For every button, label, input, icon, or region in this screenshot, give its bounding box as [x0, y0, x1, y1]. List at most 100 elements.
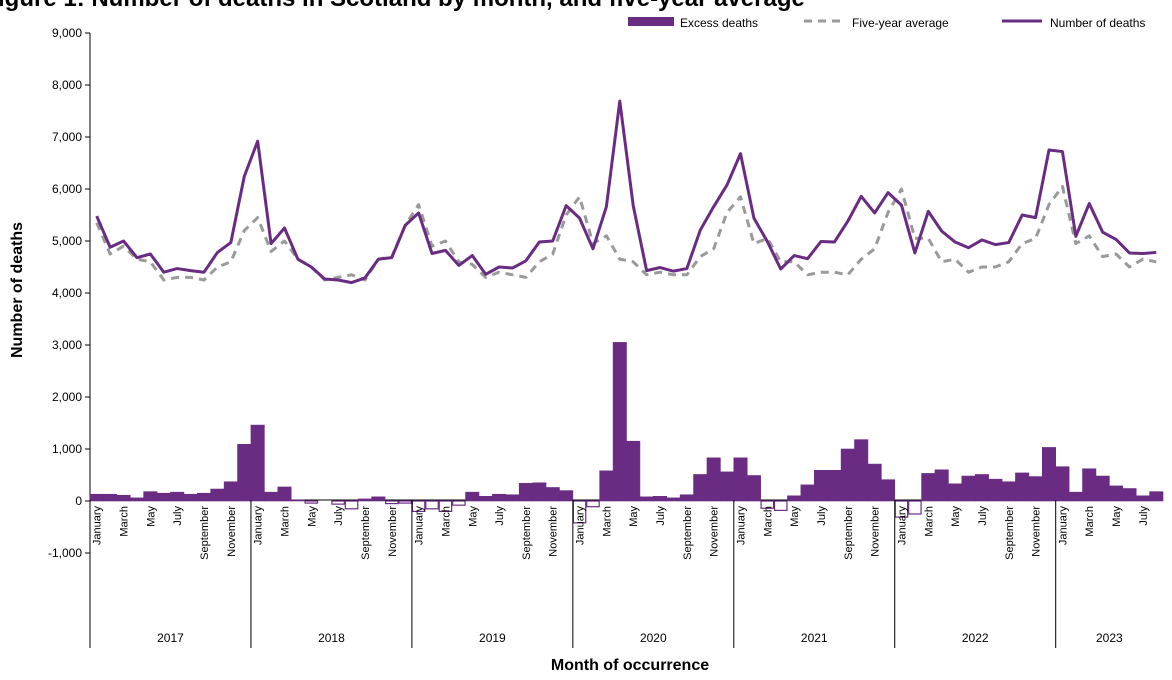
excess-deaths-bar: [156, 492, 171, 502]
excess-deaths-bar: [545, 487, 560, 502]
year-label: 2020: [640, 631, 667, 645]
excess-deaths-bar: [760, 500, 775, 509]
y-tick-label: 1,000: [52, 442, 82, 456]
excess-deaths-bar: [840, 448, 855, 502]
excess-deaths-bar: [129, 497, 144, 502]
month-tick-label: July: [655, 506, 667, 526]
excess-deaths-bar: [653, 496, 668, 502]
excess-deaths-bar: [559, 490, 574, 502]
excess-deaths-bar: [344, 500, 359, 510]
legend-label-number-of-deaths: Number of deaths: [1050, 16, 1145, 30]
y-axis-title: Number of deaths: [9, 222, 26, 358]
excess-deaths-bar: [143, 491, 158, 502]
excess-deaths-bar: [465, 491, 480, 502]
month-tick-label: September: [199, 506, 211, 560]
excess-deaths-bar: [1109, 485, 1124, 502]
excess-deaths-bar: [478, 496, 493, 502]
month-tick-label: May: [1111, 506, 1123, 527]
excess-deaths-bar: [103, 493, 118, 502]
month-tick-label: May: [789, 506, 801, 527]
y-tick-label: 6,000: [52, 182, 82, 196]
y-tick-label: 9,000: [52, 26, 82, 40]
month-tick-label: March: [440, 506, 452, 537]
month-tick-label: January: [575, 506, 587, 546]
month-tick-label: November: [870, 506, 882, 557]
month-tick-label: March: [1084, 506, 1096, 537]
year-label: 2018: [318, 631, 345, 645]
excess-deaths-bar: [116, 494, 131, 502]
excess-deaths-bar: [223, 481, 238, 502]
excess-deaths-bar: [908, 500, 922, 515]
excess-deaths-bar: [438, 500, 453, 512]
excess-deaths-bar: [452, 500, 466, 506]
series-lines: [95, 99, 1157, 285]
number-of-deaths-line: [95, 99, 1157, 285]
month-tick-label: November: [387, 506, 399, 557]
month-tick-label: September: [1004, 506, 1016, 560]
excess-deaths-bar: [921, 473, 936, 502]
excess-deaths-bar: [518, 483, 533, 502]
y-tick-label: -1,000: [48, 546, 82, 560]
excess-deaths-bar: [733, 457, 748, 502]
month-tick-label: January: [92, 506, 104, 546]
excess-deaths-bars: [89, 342, 1164, 524]
month-tick-label: November: [1031, 506, 1043, 557]
excess-deaths-bar: [304, 500, 319, 504]
excess-deaths-bar: [800, 484, 815, 502]
month-tick-label: July: [816, 506, 828, 526]
month-tick-label: May: [145, 506, 157, 527]
excess-deaths-bar: [773, 500, 788, 511]
excess-deaths-bar: [1055, 466, 1070, 502]
excess-deaths-bar: [974, 474, 989, 502]
excess-deaths-bar: [264, 491, 279, 502]
excess-deaths-bar: [720, 471, 735, 502]
excess-deaths-bar: [89, 493, 104, 502]
month-tick-label: March: [279, 506, 291, 537]
month-tick-label: March: [762, 506, 774, 537]
y-tick-label: 7,000: [52, 130, 82, 144]
month-tick-label: July: [977, 506, 989, 526]
excess-deaths-bar: [599, 470, 614, 502]
excess-deaths-bar: [639, 496, 654, 502]
excess-deaths-bar: [1149, 491, 1164, 502]
y-tick-label: 0: [75, 494, 82, 508]
excess-deaths-bar: [250, 424, 265, 502]
excess-deaths-bar: [1068, 491, 1083, 502]
month-tick-label: January: [1057, 506, 1069, 546]
month-tick-label: November: [226, 506, 238, 557]
excess-deaths-bar: [398, 500, 412, 504]
x-axis-title: Month of occurrence: [551, 657, 709, 674]
excess-deaths-bar: [612, 342, 627, 502]
month-tick-label: January: [736, 506, 748, 546]
excess-deaths-bar: [331, 500, 345, 505]
month-tick-label: July: [333, 506, 345, 526]
legend-swatch-excess-deaths: [628, 17, 674, 26]
excess-deaths-bar: [626, 440, 641, 502]
excess-deaths-bar: [170, 491, 185, 502]
legend: Excess deaths Five-year average Number o…: [628, 16, 1145, 30]
excess-deaths-bar: [1015, 472, 1030, 502]
excess-deaths-bar: [693, 474, 708, 502]
month-tick-label: January: [896, 506, 908, 546]
excess-deaths-bar: [948, 483, 963, 502]
year-label: 2019: [479, 631, 506, 645]
year-label: 2023: [1096, 631, 1123, 645]
legend-label-five-year-average: Five-year average: [852, 16, 949, 30]
excess-deaths-bar: [1028, 476, 1043, 502]
excess-deaths-bar: [371, 496, 386, 502]
month-tick-label: September: [682, 506, 694, 560]
excess-deaths-bar: [854, 439, 869, 502]
month-tick-label: May: [628, 506, 640, 527]
excess-deaths-bar: [1082, 468, 1097, 502]
excess-deaths-bar: [237, 444, 252, 502]
excess-deaths-bar: [706, 457, 721, 502]
month-tick-label: March: [119, 506, 131, 537]
excess-deaths-bar: [813, 470, 828, 502]
excess-deaths-bar: [384, 500, 399, 505]
excess-deaths-bar: [988, 478, 1003, 502]
month-tick-label: September: [521, 506, 533, 560]
excess-deaths-bar: [746, 475, 761, 502]
excess-deaths-bar: [425, 500, 439, 510]
